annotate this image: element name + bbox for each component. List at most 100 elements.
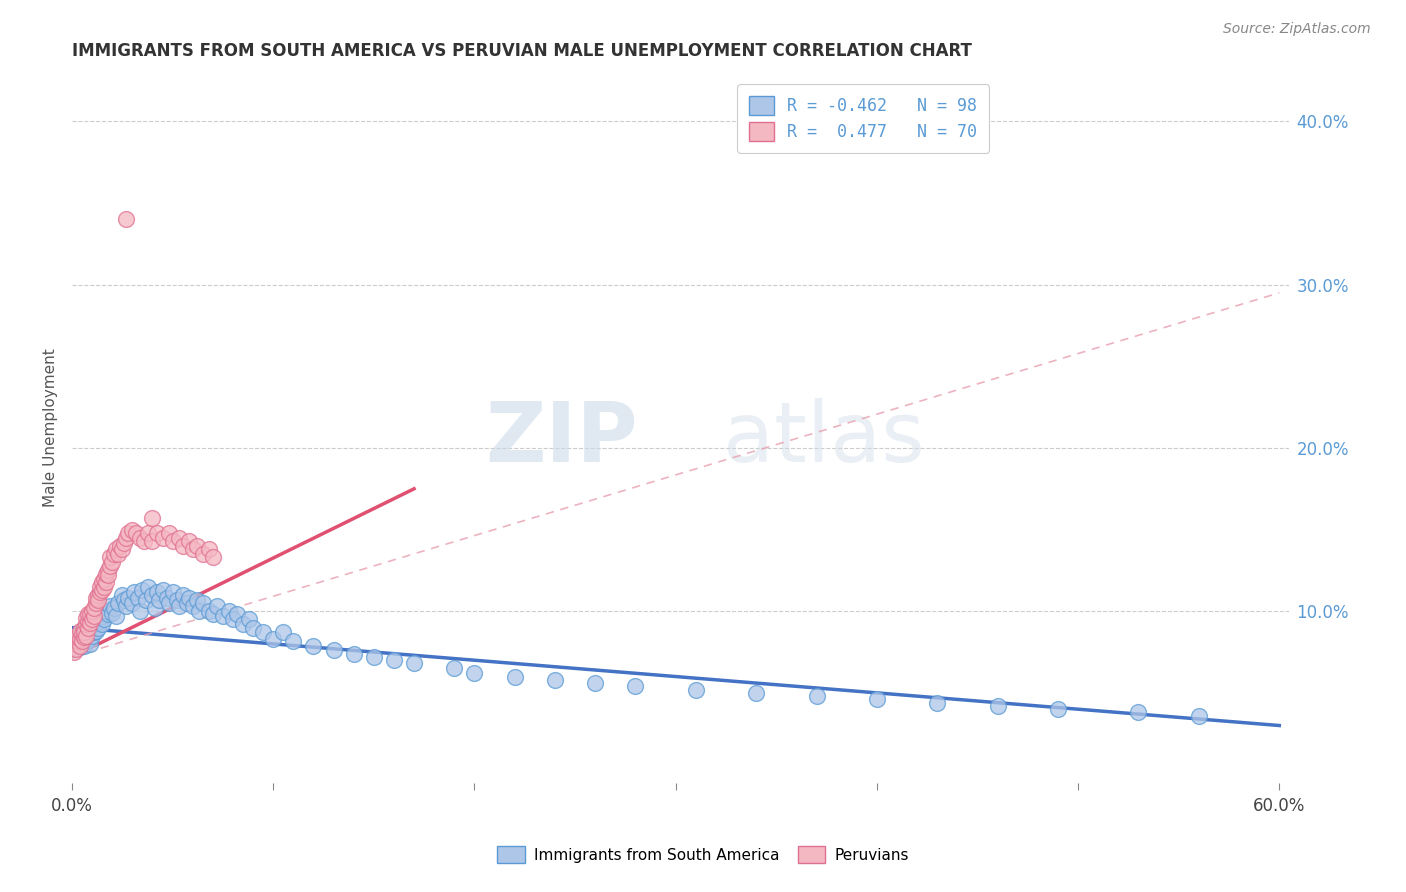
Point <box>145 525 167 540</box>
Point <box>115 531 138 545</box>
Point <box>117 591 139 606</box>
Point <box>198 542 221 557</box>
Point <box>65 639 87 653</box>
Point <box>111 588 134 602</box>
Point <box>93 580 115 594</box>
Point <box>157 596 180 610</box>
Text: atlas: atlas <box>723 398 925 479</box>
Point <box>271 625 294 640</box>
Point <box>73 639 96 653</box>
Point <box>103 547 125 561</box>
Point <box>112 592 135 607</box>
Point <box>138 525 160 540</box>
Point <box>70 627 93 641</box>
Point <box>79 615 101 630</box>
Point <box>141 511 163 525</box>
Point <box>77 614 100 628</box>
Point <box>283 633 305 648</box>
Point <box>167 599 190 614</box>
Point <box>186 592 208 607</box>
Point <box>65 641 87 656</box>
Point <box>177 534 200 549</box>
Point <box>111 542 134 557</box>
Text: Source: ZipAtlas.com: Source: ZipAtlas.com <box>1223 22 1371 37</box>
Point <box>105 542 128 557</box>
Point <box>82 604 104 618</box>
Point <box>84 591 107 606</box>
Point <box>70 633 93 648</box>
Point <box>69 632 91 646</box>
Point <box>302 639 325 653</box>
Point <box>91 609 114 624</box>
Point <box>87 592 110 607</box>
Point <box>167 531 190 545</box>
Point <box>212 609 235 624</box>
Point <box>503 669 526 683</box>
Point <box>70 627 93 641</box>
Point <box>98 599 121 614</box>
Point <box>77 624 100 638</box>
Point <box>1046 702 1069 716</box>
Point <box>79 625 101 640</box>
Point <box>117 525 139 540</box>
Point <box>98 550 121 565</box>
Point <box>91 617 114 632</box>
Point <box>252 625 274 640</box>
Point <box>866 692 889 706</box>
Point <box>79 637 101 651</box>
Point <box>67 631 90 645</box>
Point <box>138 580 160 594</box>
Point <box>97 607 120 622</box>
Point <box>232 617 254 632</box>
Point <box>69 624 91 638</box>
Point <box>187 604 209 618</box>
Point <box>927 696 949 710</box>
Point <box>115 599 138 614</box>
Point <box>201 607 224 622</box>
Point <box>96 574 118 589</box>
Point <box>157 525 180 540</box>
Point <box>67 629 90 643</box>
Point <box>84 624 107 638</box>
Point <box>107 596 129 610</box>
Point <box>382 653 405 667</box>
Point <box>404 657 426 671</box>
Point <box>82 622 104 636</box>
Point <box>67 633 90 648</box>
Point <box>181 599 204 614</box>
Point <box>65 637 87 651</box>
Point <box>84 596 107 610</box>
Point <box>83 609 105 624</box>
Point <box>83 619 105 633</box>
Point <box>987 698 1010 713</box>
Point <box>162 534 184 549</box>
Point <box>166 592 188 607</box>
Point <box>97 563 120 577</box>
Point <box>75 629 97 643</box>
Point <box>73 625 96 640</box>
Point <box>97 568 120 582</box>
Point <box>191 596 214 610</box>
Point <box>186 539 208 553</box>
Point <box>75 633 97 648</box>
Point <box>75 629 97 643</box>
Point <box>93 572 115 586</box>
Text: IMMIGRANTS FROM SOUTH AMERICA VS PERUVIAN MALE UNEMPLOYMENT CORRELATION CHART: IMMIGRANTS FROM SOUTH AMERICA VS PERUVIA… <box>72 42 972 60</box>
Point <box>73 621 96 635</box>
Point <box>91 574 114 589</box>
Point <box>79 607 101 622</box>
Point <box>125 525 148 540</box>
Point <box>87 588 110 602</box>
Point <box>82 629 104 643</box>
Point <box>806 689 828 703</box>
Point <box>1188 708 1211 723</box>
Point <box>131 582 153 597</box>
Point <box>205 599 228 614</box>
Point <box>226 607 249 622</box>
Point <box>583 676 606 690</box>
Point <box>96 566 118 581</box>
Point <box>98 558 121 573</box>
Point <box>1128 706 1150 720</box>
Point <box>63 645 86 659</box>
Point <box>93 612 115 626</box>
